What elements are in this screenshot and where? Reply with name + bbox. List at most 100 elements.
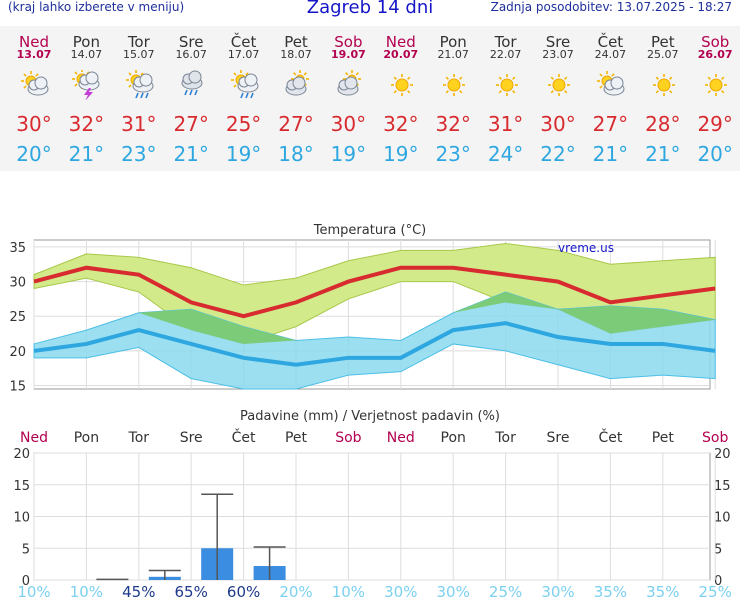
watermark: vreme.us <box>558 241 614 255</box>
precip-day-label: Ned <box>387 430 415 446</box>
partly-cloudy-icon <box>20 70 50 100</box>
temp-y-tick: 15 <box>9 380 26 395</box>
temp-max: 32° <box>68 112 105 136</box>
precip-probability: 10% <box>70 583 103 600</box>
temp-max: 31° <box>121 112 157 136</box>
temp-chart-title: Temperatura (°C) <box>313 223 426 238</box>
temp-min: 18° <box>278 142 314 166</box>
precip-day-label: Sre <box>547 430 570 446</box>
precip-y-tick-left: 15 <box>13 479 30 494</box>
precip-probability: 35% <box>646 583 679 600</box>
temp-min: 19° <box>383 142 419 166</box>
precip-day-label: Sob <box>335 430 361 446</box>
precip-probability: 10% <box>332 583 365 600</box>
day-name: Sob <box>334 33 363 51</box>
sun-icon <box>649 70 679 100</box>
max-temp-line <box>33 265 716 319</box>
precip-probability: 30% <box>437 583 470 600</box>
day-date: 25.07 <box>647 48 679 61</box>
day-date: 16.07 <box>175 48 207 61</box>
precip-y-tick-left: 5 <box>22 542 30 557</box>
precip-day-label: Čet <box>598 428 622 446</box>
day-name: Sre <box>178 33 204 51</box>
temp-min: 21° <box>173 142 209 166</box>
precip-day-label: Pon <box>441 430 466 446</box>
day-name: Tor <box>494 33 517 51</box>
sun-cloud-rain-icon <box>230 70 260 100</box>
band-overlap <box>34 291 716 344</box>
precip-probability: 60% <box>227 583 260 600</box>
temp-min: 21° <box>645 142 681 166</box>
sun-icon <box>701 70 731 100</box>
precip-probability: 25% <box>489 583 522 600</box>
precip-day-label: Sre <box>180 430 203 446</box>
temp-min: 21° <box>68 142 105 166</box>
sun-icon <box>492 70 522 100</box>
precip-y-tick-right: 15 <box>714 479 731 494</box>
precip-chart-title: Padavine (mm) / Verjetnost padavin (%) <box>240 409 500 424</box>
precip-y-tick-right: 10 <box>714 511 731 526</box>
day-date: 22.07 <box>489 48 522 61</box>
temp-max: 29° <box>697 112 733 136</box>
precip-day-label: Tor <box>494 430 516 446</box>
day-date: 18.07 <box>280 48 312 61</box>
temp-min: 22° <box>540 142 576 166</box>
temp-min: 21° <box>592 142 629 166</box>
day-date: 13.07 <box>16 48 52 61</box>
precip-day-label: Pet <box>285 430 308 446</box>
precip-day-label: Čet <box>232 428 256 446</box>
day-date: 26.07 <box>697 48 733 61</box>
precip-probability: 65% <box>175 583 208 600</box>
precip-probability: 45% <box>122 583 155 600</box>
temp-y-tick: 30 <box>9 276 26 291</box>
day-date: 17.07 <box>227 48 260 61</box>
day-date: 21.07 <box>437 48 469 61</box>
temp-y-tick: 25 <box>9 310 26 325</box>
sun-icon <box>387 70 417 100</box>
temp-min: 24° <box>487 142 524 166</box>
precip-probability: 25% <box>699 583 732 600</box>
precip-y-tick-right: 5 <box>714 542 722 557</box>
temp-max: 30° <box>330 112 367 136</box>
cloudy-icon <box>282 70 312 100</box>
precip-probability: 20% <box>279 583 312 600</box>
day-date: 23.07 <box>542 48 574 61</box>
day-name: Čet <box>597 33 624 51</box>
cloudy-icon <box>334 70 364 100</box>
temp-max: 27° <box>278 112 314 136</box>
day-name: Sre <box>545 33 571 51</box>
precip-day-label: Pon <box>74 430 99 446</box>
precip-y-tick-right: 0 <box>714 574 722 589</box>
thunderstorm-icon <box>72 69 102 101</box>
day-date: 19.07 <box>330 48 366 61</box>
precip-probability: 35% <box>594 583 627 600</box>
sun-icon <box>439 70 469 100</box>
temp-max: 31° <box>487 112 524 136</box>
temp-max: 32° <box>383 112 419 136</box>
day-date: 14.07 <box>70 48 103 61</box>
min-temp-line <box>33 321 716 367</box>
day-name: Tor <box>127 33 150 51</box>
sun-icon <box>544 70 574 100</box>
location-hint: (kraj lahko izberete v meniju) <box>8 0 185 14</box>
day-name: Ned <box>385 33 416 51</box>
cloud-rain-icon <box>177 70 207 100</box>
precip-probability: 10% <box>17 583 50 600</box>
temp-max: 28° <box>645 112 681 136</box>
temp-y-tick: 20 <box>9 345 26 360</box>
temp-y-tick: 35 <box>9 241 26 256</box>
day-name: Čet <box>230 33 257 51</box>
temp-min: 23° <box>435 142 471 166</box>
day-name: Pon <box>72 33 100 51</box>
sun-cloud-rain-icon <box>125 70 155 100</box>
temp-max: 30° <box>16 112 52 136</box>
day-date: 15.07 <box>123 48 155 61</box>
temp-min: 19° <box>330 142 367 166</box>
temp-max: 27° <box>592 112 629 136</box>
temp-min: 20° <box>16 142 52 166</box>
day-name: Sob <box>701 33 730 51</box>
precip-y-tick-left: 0 <box>22 574 30 589</box>
temp-max: 32° <box>435 112 471 136</box>
precip-day-label: Tor <box>128 430 150 446</box>
